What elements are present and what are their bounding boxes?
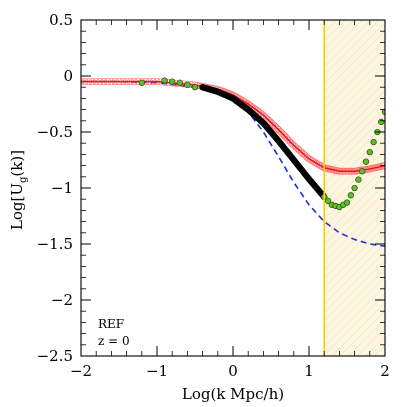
- series-solid-line: [81, 80, 385, 172]
- data-point: [351, 184, 358, 192]
- axes: −2 −1 0 1 2−2.5−2−1.5−1−0.500.5: [37, 11, 390, 380]
- series-black-points: [199, 84, 328, 201]
- series-dashed-line: [81, 80, 385, 247]
- data-point: [381, 108, 385, 115]
- y-tick-label: −1: [51, 179, 73, 197]
- data-point: [324, 197, 332, 205]
- annotation-ref: REF: [98, 317, 124, 331]
- y-tick-label: 0: [63, 67, 73, 85]
- data-point: [355, 176, 362, 183]
- y-tick-label: −2.5: [37, 347, 73, 365]
- data-point: [138, 79, 145, 86]
- series-layer: [81, 20, 385, 356]
- data-point: [378, 118, 385, 126]
- annotation-redshift: z = 0: [98, 334, 130, 348]
- data-point: [176, 79, 183, 86]
- data-point: [370, 138, 377, 146]
- y-axis-title-end: (k)]: [8, 150, 26, 177]
- data-point: [191, 84, 199, 91]
- data-point: [366, 149, 373, 156]
- data-point: [169, 78, 176, 85]
- data-point: [359, 168, 366, 175]
- data-point: [347, 192, 354, 199]
- data-point: [343, 199, 351, 206]
- y-axis-title: Log[Ug(k)]: [8, 150, 29, 230]
- data-point: [362, 158, 370, 165]
- data-point: [184, 81, 191, 89]
- x-tick-label: −1: [146, 362, 168, 380]
- x-tick-label: 0: [228, 362, 238, 380]
- x-tick-label: 2: [380, 362, 390, 380]
- y-tick-label: −0.5: [37, 123, 73, 141]
- y-tick-label: −1.5: [37, 235, 73, 253]
- y-axis-title-subscript: g: [18, 176, 29, 183]
- x-tick-label: −2: [70, 362, 92, 380]
- y-tick-label: 0.5: [49, 11, 73, 29]
- x-tick-label: 1: [304, 362, 314, 380]
- y-tick-label: −2: [51, 291, 73, 309]
- x-axis-title: Log(k Mpc/h): [182, 385, 284, 403]
- data-point: [161, 77, 168, 84]
- y-axis-title-main: Log[U: [8, 183, 26, 230]
